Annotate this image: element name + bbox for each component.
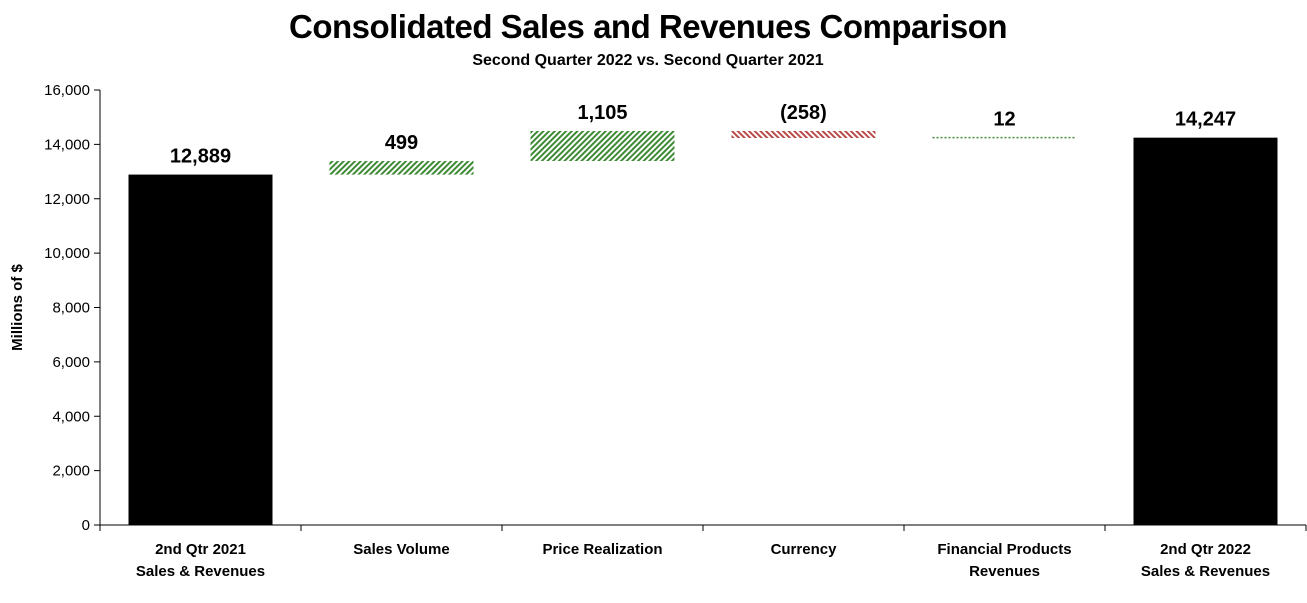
x-category-label: Sales Volume: [353, 541, 449, 558]
data-label: 1,105: [577, 102, 627, 124]
chart-subtitle: Second Quarter 2022 vs. Second Quarter 2…: [472, 52, 824, 69]
y-tick-label: 14,000: [44, 136, 90, 153]
y-tick-label: 0: [82, 517, 90, 534]
data-label: (258): [780, 102, 827, 124]
x-category-label: Currency: [771, 541, 838, 558]
bar-total: [128, 174, 273, 525]
bar-total: [1133, 137, 1278, 526]
data-label: 499: [385, 132, 418, 154]
y-tick-label: 16,000: [44, 82, 90, 99]
data-label: 12: [993, 109, 1015, 131]
y-tick-label: 10,000: [44, 245, 90, 262]
y-axis-label: Millions of $: [9, 264, 26, 351]
x-category-label: Revenues: [969, 563, 1040, 580]
x-category-label: Sales & Revenues: [136, 563, 265, 580]
x-category-label: 2nd Qtr 2021: [155, 541, 246, 558]
y-tick-label: 6,000: [52, 354, 90, 371]
y-tick-label: 4,000: [52, 408, 90, 425]
x-category-label: Financial Products: [937, 541, 1071, 558]
x-category-label: Sales & Revenues: [1141, 563, 1270, 580]
bar-increase: [329, 161, 474, 175]
bar-decrease: [731, 130, 876, 138]
y-tick-label: 12,000: [44, 191, 90, 208]
y-tick-label: 2,000: [52, 463, 90, 480]
y-tick-label: 8,000: [52, 300, 90, 317]
x-category-label: 2nd Qtr 2022: [1160, 541, 1251, 558]
bar-increase: [530, 130, 675, 162]
data-label: 12,889: [170, 146, 231, 168]
x-category-label: Price Realization: [542, 541, 662, 558]
data-label: 14,247: [1175, 109, 1236, 131]
chart-title: Consolidated Sales and Revenues Comparis…: [288, 8, 1008, 45]
